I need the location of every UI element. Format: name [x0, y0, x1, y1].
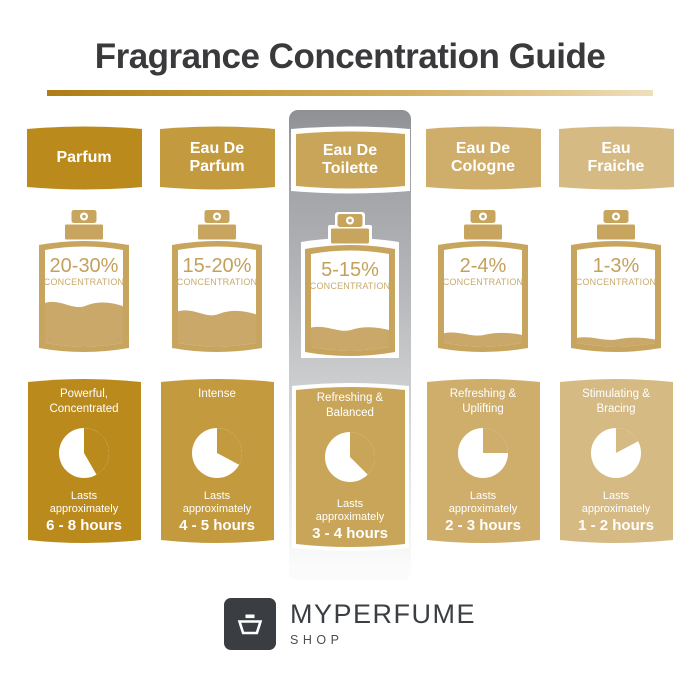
bottle-liquid	[577, 337, 655, 347]
fragrance-type-badge[interactable]: Eau De Cologne	[425, 124, 541, 192]
pie-wedge	[350, 432, 375, 475]
scent-character: Stimulating & Bracing	[582, 388, 650, 415]
bottle-illustration: 15-20% CONCENTRATION	[162, 208, 272, 358]
pie-chart-wrapper	[322, 429, 378, 490]
perfume-bottle-graphic	[172, 210, 262, 352]
fragrance-type-badge[interactable]: Eau De Toilette	[290, 124, 410, 196]
perfume-bottle-graphic	[571, 210, 661, 352]
lasts-label: Lasts approximately	[182, 489, 252, 516]
fragrance-type-label: Eau Fraiche	[587, 139, 645, 175]
badge-shape	[159, 124, 275, 192]
fragrance-type-label: Parfum	[56, 148, 112, 166]
badge-shape	[558, 124, 674, 192]
card-content: Refreshing & Uplifting Lasts approximately 2…	[427, 376, 540, 546]
title-divider	[47, 90, 653, 96]
longevity-pie-chart	[591, 428, 641, 478]
fragrance-type-label: Eau De Parfum	[189, 139, 245, 175]
duration-value: 1 - 2 hours	[578, 517, 654, 534]
fragrance-column[interactable]: Eau De Parfum 15-20% CONCENTRATION Intense La…	[156, 110, 278, 580]
brand-footer: MYPERFUME SHOP	[0, 598, 700, 650]
lasts-label: Lasts approximately	[315, 497, 385, 524]
perfume-bottle-graphic	[39, 210, 129, 352]
badge-shape	[290, 124, 410, 196]
badge-fill	[558, 126, 674, 190]
fragrance-type-badge[interactable]: Parfum	[26, 124, 142, 192]
brand-name: MYPERFUME	[289, 599, 476, 630]
bottle-liquid	[444, 332, 522, 347]
bottle-illustration: 2-4% CONCENTRATION	[428, 208, 538, 358]
pie-chart-wrapper	[56, 425, 112, 486]
scent-character: Refreshing & Uplifting	[449, 388, 517, 415]
lasts-label: Lasts approximately	[49, 489, 119, 516]
scent-character: Refreshing & Balanced	[316, 392, 384, 419]
badge-shape	[425, 124, 541, 192]
perfume-bottle-icon	[237, 614, 263, 635]
bottle-illustration: 5-15% CONCENTRATION	[295, 212, 405, 362]
page-title: Fragrance Concentration Guide	[94, 37, 606, 76]
fragrance-column[interactable]: Eau De Cologne 2-4% CONCENTRATION Refreshing…	[422, 110, 544, 580]
brand-wordmark: MYPERFUME SHOP	[290, 601, 476, 647]
duration-value: 6 - 8 hours	[46, 517, 122, 534]
longevity-card[interactable]: Intense Lasts approximately 4 - 5 hours	[160, 376, 274, 546]
duration-value: 3 - 4 hours	[312, 525, 388, 542]
longevity-pie-chart	[325, 432, 375, 482]
perfume-bottle-graphic	[301, 212, 399, 358]
pie-wedge	[84, 428, 109, 475]
longevity-pie-chart	[458, 428, 508, 478]
fragrance-type-badge[interactable]: Eau De Parfum	[159, 124, 275, 192]
longevity-card[interactable]: Stimulating & Bracing Lasts approximately 1 …	[559, 376, 673, 546]
badge-fill	[159, 126, 275, 190]
bottle-illustration: 20-30% CONCENTRATION	[29, 208, 139, 358]
badge-fill	[26, 126, 142, 190]
pie-wedge	[616, 428, 639, 453]
lasts-label: Lasts approximately	[581, 489, 651, 516]
duration-value: 2 - 3 hours	[445, 517, 521, 534]
lasts-label: Lasts approximately	[448, 489, 518, 516]
longevity-pie-chart	[59, 428, 109, 478]
card-content: Powerful, Concentrated Lasts approximately 6…	[28, 376, 141, 546]
fragrance-type-label: Eau De Toilette	[322, 141, 378, 177]
fragrance-type-label: Eau De Cologne	[451, 139, 515, 175]
pie-wedge	[217, 428, 242, 465]
duration-value: 4 - 5 hours	[179, 517, 255, 534]
scent-character: Powerful, Concentrated	[49, 388, 119, 415]
scent-character: Intense	[198, 388, 236, 400]
fragrance-column[interactable]: Parfum 20-30% CONCENTRATION Powerful, Concen…	[23, 110, 145, 580]
pie-chart-wrapper	[455, 425, 511, 486]
badge-fill	[295, 131, 405, 189]
pie-chart-wrapper	[588, 425, 644, 486]
fragrance-type-badge[interactable]: Eau Fraiche	[558, 124, 674, 192]
pie-chart-wrapper	[189, 425, 245, 486]
badge-fill	[425, 126, 541, 190]
bottle-liquid	[311, 326, 389, 351]
bottle-liquid	[178, 310, 256, 347]
logo-mark	[223, 598, 276, 650]
card-content: Intense Lasts approximately 4 - 5 hours	[161, 376, 274, 546]
concentration-columns: Parfum 20-30% CONCENTRATION Powerful, Concen…	[0, 110, 700, 580]
brand-subtitle: SHOP	[289, 633, 344, 648]
card-content: Stimulating & Bracing Lasts approximately 1 …	[560, 376, 673, 546]
fragrance-column[interactable]: Eau De Toilette 5-15% CONCENTRATION Refreshi…	[289, 110, 411, 580]
longevity-card[interactable]: Refreshing & Uplifting Lasts approximately 2…	[426, 376, 540, 546]
title-block: Fragrance Concentration Guide	[0, 37, 700, 77]
bottle-illustration: 1-3% CONCENTRATION	[561, 208, 671, 358]
pie-wedge	[483, 428, 508, 453]
longevity-card[interactable]: Powerful, Concentrated Lasts approximately 6…	[27, 376, 141, 546]
fragrance-column[interactable]: Eau Fraiche 1-3% CONCENTRATION Stimulating &…	[555, 110, 677, 580]
bottle-liquid	[45, 301, 123, 347]
perfume-bottle-graphic	[438, 210, 528, 352]
longevity-pie-chart	[192, 428, 242, 478]
card-content: Refreshing & Balanced Lasts approximately 3 …	[292, 380, 409, 554]
badge-shape	[26, 124, 142, 192]
longevity-card[interactable]: Refreshing & Balanced Lasts approximately 3 …	[291, 380, 409, 554]
